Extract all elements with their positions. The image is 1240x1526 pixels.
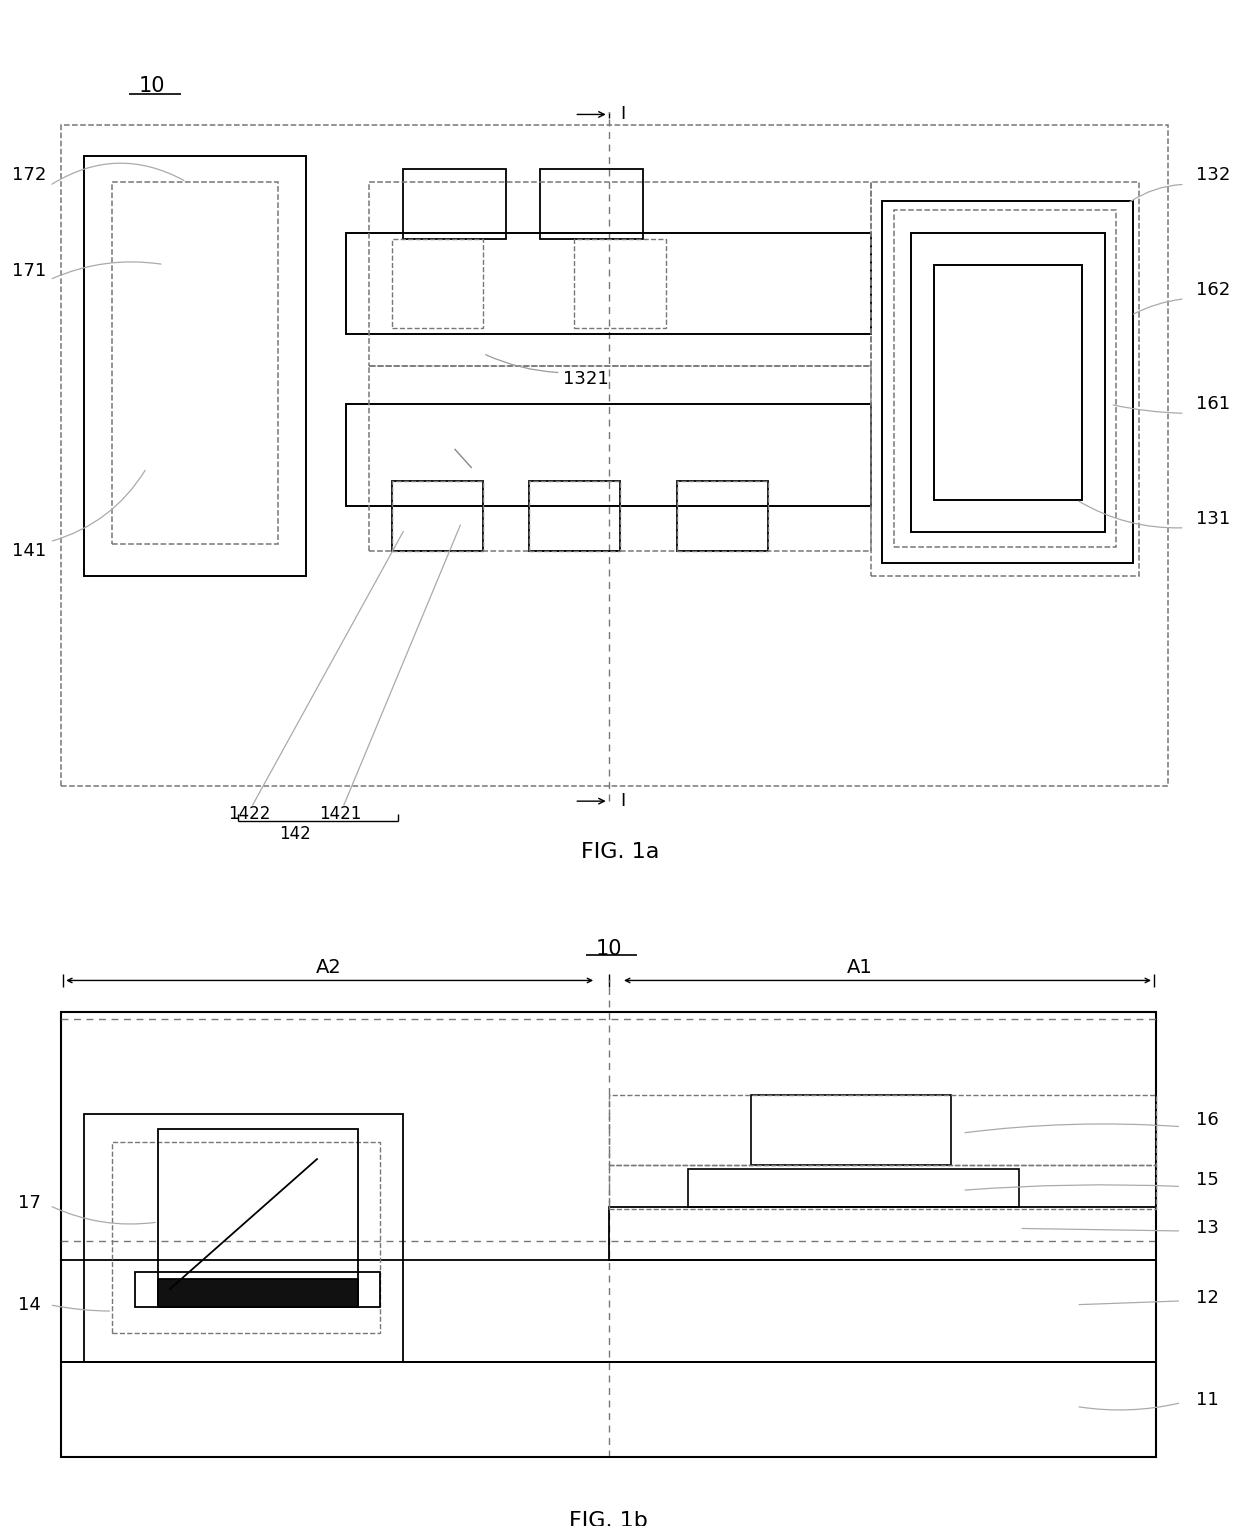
Bar bbox=[609, 1096, 1156, 1164]
Text: A2: A2 bbox=[316, 958, 342, 977]
Text: A1: A1 bbox=[847, 958, 873, 977]
Bar bbox=[403, 169, 506, 240]
Text: 161: 161 bbox=[1197, 395, 1230, 414]
Bar bbox=[677, 481, 769, 551]
Text: 13: 13 bbox=[1197, 1219, 1219, 1238]
Bar bbox=[574, 240, 666, 328]
Text: I: I bbox=[620, 105, 625, 124]
Text: 132: 132 bbox=[1197, 166, 1230, 185]
Text: 171: 171 bbox=[12, 262, 46, 279]
Text: 172: 172 bbox=[12, 166, 46, 185]
Bar bbox=[113, 1141, 381, 1332]
Text: 14: 14 bbox=[17, 1296, 41, 1314]
Bar bbox=[541, 169, 642, 240]
Text: 142: 142 bbox=[279, 826, 311, 844]
Text: 141: 141 bbox=[12, 542, 46, 560]
Bar bbox=[870, 182, 1140, 575]
Bar bbox=[528, 481, 620, 551]
Text: FIG. 1a: FIG. 1a bbox=[580, 842, 660, 862]
Bar bbox=[61, 125, 1168, 786]
Bar bbox=[346, 232, 870, 334]
Text: 16: 16 bbox=[1197, 1111, 1219, 1129]
Bar bbox=[934, 264, 1083, 499]
Bar bbox=[677, 481, 769, 551]
Bar bbox=[157, 1129, 357, 1308]
Bar bbox=[370, 182, 870, 366]
Text: 162: 162 bbox=[1197, 281, 1230, 299]
Bar bbox=[894, 209, 1116, 546]
Bar bbox=[609, 1164, 1156, 1209]
Bar bbox=[370, 366, 870, 551]
Text: 1321: 1321 bbox=[563, 369, 609, 388]
Text: 17: 17 bbox=[17, 1193, 41, 1212]
Text: 1422: 1422 bbox=[228, 804, 270, 823]
Bar bbox=[392, 240, 484, 328]
Bar bbox=[346, 404, 870, 507]
Bar bbox=[392, 481, 484, 551]
Bar bbox=[135, 1271, 381, 1308]
Bar bbox=[528, 481, 620, 551]
Text: FIG. 1b: FIG. 1b bbox=[569, 1511, 649, 1526]
Bar bbox=[157, 1279, 357, 1308]
Bar bbox=[113, 182, 278, 545]
Bar bbox=[84, 1114, 403, 1361]
Bar bbox=[61, 1361, 1156, 1457]
Text: 10: 10 bbox=[139, 76, 165, 96]
Bar bbox=[688, 1169, 1019, 1207]
Text: I: I bbox=[620, 792, 625, 810]
Bar bbox=[61, 1012, 1156, 1457]
Bar bbox=[61, 1260, 1156, 1361]
Bar bbox=[883, 201, 1133, 563]
Text: 1421: 1421 bbox=[320, 804, 362, 823]
Bar bbox=[392, 481, 484, 551]
Text: 12: 12 bbox=[1197, 1289, 1219, 1308]
Text: 11: 11 bbox=[1197, 1392, 1219, 1408]
Bar bbox=[751, 1096, 951, 1164]
Text: 15: 15 bbox=[1197, 1170, 1219, 1189]
Bar bbox=[609, 1207, 1156, 1260]
Bar bbox=[84, 156, 306, 575]
Bar bbox=[911, 232, 1105, 531]
Text: 131: 131 bbox=[1197, 510, 1230, 528]
Text: 10: 10 bbox=[595, 938, 621, 958]
